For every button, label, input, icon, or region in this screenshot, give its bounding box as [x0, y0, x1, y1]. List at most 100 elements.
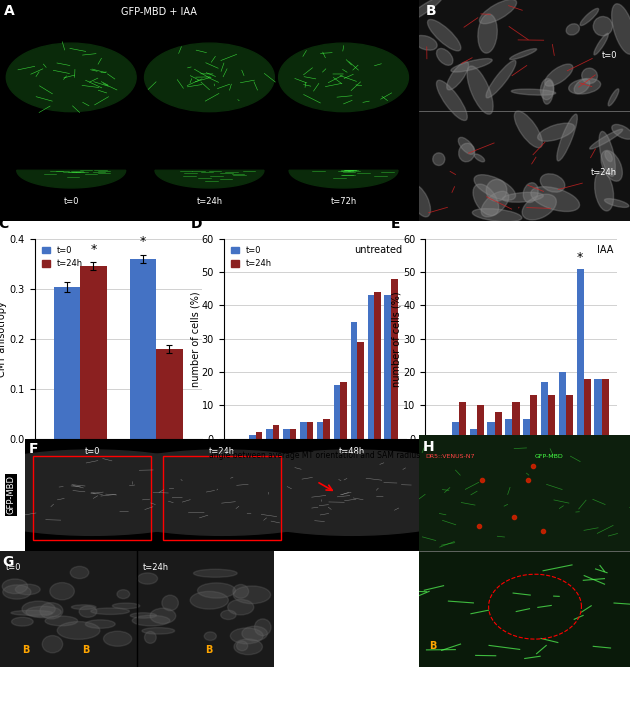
Bar [495, 412, 501, 439]
Polygon shape [17, 171, 126, 188]
Bar [156, 349, 183, 439]
Text: t=0: t=0 [84, 446, 100, 456]
Bar [300, 422, 307, 439]
Text: IAA: IAA [597, 245, 614, 255]
Ellipse shape [458, 138, 474, 154]
Text: DR5::VENUS-N7: DR5::VENUS-N7 [425, 453, 475, 459]
Ellipse shape [605, 199, 629, 207]
Bar [523, 418, 530, 439]
Ellipse shape [71, 605, 96, 609]
Bar [130, 259, 156, 439]
Ellipse shape [594, 34, 609, 55]
Ellipse shape [522, 194, 556, 220]
Ellipse shape [581, 68, 597, 84]
Ellipse shape [255, 619, 271, 636]
Ellipse shape [91, 608, 129, 614]
Bar [512, 402, 520, 439]
Text: t=24h: t=24h [209, 446, 235, 456]
Ellipse shape [103, 631, 132, 647]
Bar [80, 266, 106, 439]
Ellipse shape [478, 14, 497, 53]
Bar [357, 342, 364, 439]
Bar [391, 279, 398, 439]
Ellipse shape [605, 151, 612, 161]
Ellipse shape [481, 191, 509, 217]
Ellipse shape [437, 48, 453, 65]
Ellipse shape [57, 621, 100, 640]
Ellipse shape [595, 171, 614, 211]
Ellipse shape [234, 639, 263, 655]
Text: t=0: t=0 [6, 563, 21, 571]
Ellipse shape [467, 66, 493, 114]
Ellipse shape [404, 0, 443, 23]
Text: GFP-MBD + IAA: GFP-MBD + IAA [121, 6, 197, 17]
Ellipse shape [193, 569, 237, 577]
Ellipse shape [557, 114, 577, 161]
Ellipse shape [150, 608, 176, 623]
Ellipse shape [569, 79, 600, 94]
Y-axis label: number of cells (%): number of cells (%) [190, 291, 200, 387]
Ellipse shape [433, 153, 445, 166]
Ellipse shape [451, 58, 492, 72]
Ellipse shape [512, 89, 556, 95]
Ellipse shape [601, 150, 622, 181]
Ellipse shape [130, 613, 156, 618]
Ellipse shape [580, 8, 598, 25]
Bar [273, 425, 280, 439]
Text: t=48h: t=48h [339, 446, 365, 456]
Ellipse shape [15, 584, 40, 595]
Bar [459, 402, 466, 439]
Bar [488, 422, 495, 439]
Text: *: * [577, 251, 583, 264]
Ellipse shape [231, 628, 263, 644]
Legend: t=0, t=24h: t=0, t=24h [39, 243, 86, 272]
Ellipse shape [40, 603, 63, 619]
Bar [256, 432, 263, 439]
Ellipse shape [612, 124, 630, 139]
Bar [566, 395, 573, 439]
Ellipse shape [612, 4, 630, 54]
Circle shape [72, 450, 372, 536]
Bar [530, 395, 537, 439]
Bar [602, 379, 609, 439]
Bar [323, 418, 330, 439]
Ellipse shape [542, 80, 554, 104]
Bar [249, 435, 256, 439]
Ellipse shape [486, 60, 516, 98]
Text: B: B [82, 645, 89, 656]
Ellipse shape [11, 617, 33, 626]
Ellipse shape [590, 129, 622, 149]
Bar [367, 296, 374, 439]
Ellipse shape [459, 143, 475, 161]
Ellipse shape [447, 62, 469, 90]
Ellipse shape [137, 573, 158, 584]
Ellipse shape [473, 184, 498, 216]
Text: GFP-MBD: GFP-MBD [7, 475, 16, 515]
Ellipse shape [437, 80, 467, 121]
Bar [595, 379, 602, 439]
Bar [374, 292, 381, 439]
Ellipse shape [514, 111, 542, 147]
Text: H: H [423, 440, 435, 454]
Bar [307, 422, 313, 439]
Text: t=24h: t=24h [142, 563, 169, 571]
Ellipse shape [204, 632, 216, 640]
Text: E: E [391, 217, 400, 231]
Ellipse shape [86, 620, 115, 628]
Ellipse shape [132, 615, 170, 626]
Ellipse shape [50, 583, 74, 600]
Ellipse shape [428, 20, 461, 51]
Bar [452, 422, 459, 439]
Bar [469, 429, 477, 439]
Bar [477, 406, 484, 439]
Ellipse shape [117, 590, 130, 599]
Y-axis label: number of cells (%): number of cells (%) [392, 291, 402, 387]
Ellipse shape [197, 583, 236, 598]
Ellipse shape [233, 586, 270, 604]
Ellipse shape [142, 628, 175, 634]
Ellipse shape [510, 48, 537, 60]
Ellipse shape [574, 79, 590, 93]
Text: t=0: t=0 [64, 197, 79, 206]
Text: t=0: t=0 [602, 51, 617, 60]
Ellipse shape [26, 607, 61, 618]
